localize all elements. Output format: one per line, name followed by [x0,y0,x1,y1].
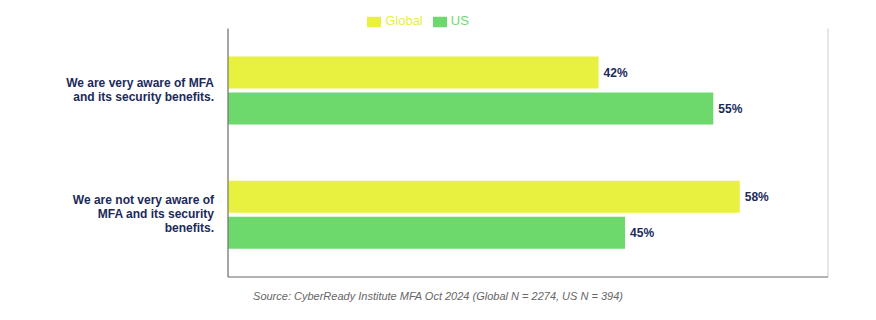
html-text:Global: Global [385,13,423,28]
html-text:US: US [450,13,469,28]
svg-text:58%: 58% [745,190,769,204]
svg-text:We are very aware of MFAand it: We are very aware of MFAand its security… [66,76,214,104]
svg-text:We are not very aware ofMFA an: We are not very aware ofMFA and its secu… [73,193,215,235]
svg-text:55%: 55% [718,102,742,116]
svg-text:42%: 42% [604,66,628,80]
html-text:Source: CyberReady Institute M: Source: CyberReady Institute MFA Oct 202… [253,290,623,302]
svg-text:45%: 45% [630,226,654,240]
